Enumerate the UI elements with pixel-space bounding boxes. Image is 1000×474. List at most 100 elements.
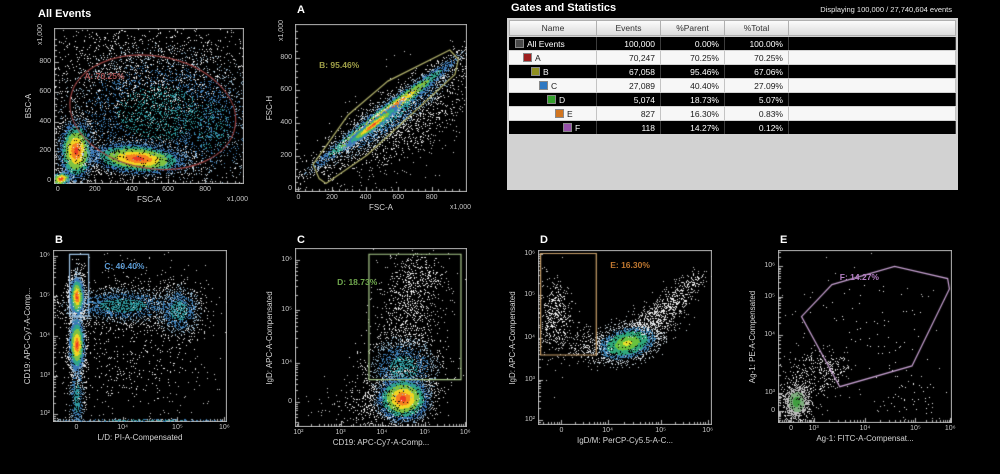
x-tick-label: 0	[789, 425, 793, 432]
table-row[interactable]: B 67,058 95.46% 67.06%	[509, 65, 956, 78]
x-tick-label: 10⁴	[117, 424, 128, 431]
y-tick-label: 0	[288, 397, 292, 405]
parent-percent-cell: 40.40%	[661, 79, 725, 92]
gate-name-cell[interactable]: B	[509, 65, 597, 78]
gate-label[interactable]: A: 70.25%	[84, 70, 125, 81]
empty-cell	[789, 65, 956, 78]
column-header-events[interactable]: Events	[597, 20, 661, 36]
gate-name-cell[interactable]: F	[509, 121, 597, 134]
table-row[interactable]: A 70,247 70.25% 70.25%	[509, 51, 956, 64]
y-axis-label: IgD: APC-A-Compensated	[508, 290, 517, 385]
gate-name-cell[interactable]: All Events	[509, 37, 597, 50]
y-axis-label: CD19: APC-Cy7-A-Comp...	[23, 287, 32, 385]
column-header-name[interactable]: Name	[509, 20, 597, 36]
table-row[interactable]: D 5,074 18.73% 5.07%	[509, 93, 956, 106]
x-tick-label: 10⁵	[419, 429, 431, 436]
events-cell: 27,089	[597, 79, 661, 92]
x-axis-label: FSC-A	[369, 203, 393, 212]
gate-label[interactable]: F: 14.27%	[839, 271, 879, 282]
total-percent-cell: 67.06%	[725, 65, 789, 78]
total-percent-cell: 27.09%	[725, 79, 789, 92]
events-cell: 827	[597, 107, 661, 120]
table-row[interactable]: E 827 16.30% 0.83%	[509, 107, 956, 120]
y-axis-label: Ag-1: PE-A-Compensated	[748, 290, 757, 383]
y-tick-label: 400	[280, 119, 292, 127]
x-axis-label: L/D: PI-A-Compensated	[97, 433, 183, 442]
gate-name-cell[interactable]: E	[509, 107, 597, 120]
empty-cell	[789, 121, 956, 134]
empty-cell	[789, 107, 956, 120]
column-header-total[interactable]: %Total	[725, 20, 789, 36]
gate-label[interactable]: B: 95.46%	[319, 60, 360, 71]
y-tick-label: 10⁴	[524, 333, 535, 341]
x-tick-label: 10³	[335, 429, 346, 436]
gate-name-cell[interactable]: D	[509, 93, 597, 106]
table-row[interactable]: C 27,089 40.40% 27.09%	[509, 79, 956, 92]
x-tick-label: 10⁴	[859, 425, 871, 432]
y-tick-label: 0	[288, 184, 292, 192]
parent-percent-cell: 18.73%	[661, 93, 725, 106]
x-tick-label: 10⁶	[944, 425, 956, 432]
parent-percent-cell: 70.25%	[661, 51, 725, 64]
displaying-events-count: Displaying 100,000 / 27,740,604 events	[820, 5, 952, 14]
gate-name-cell[interactable]: C	[509, 79, 597, 92]
y-axis-multiplier: x1,000	[37, 24, 44, 46]
statistics-table: Name Events %Parent %Total All Events 100…	[507, 18, 958, 190]
gate-label[interactable]: E: 16.30%	[610, 260, 650, 270]
x-tick-label: 600	[392, 194, 405, 201]
scatter-plot-canvas[interactable]	[538, 250, 712, 425]
plot-title: All Events	[38, 8, 92, 20]
gate-color-swatch-icon	[547, 95, 556, 104]
scatter-plot-canvas[interactable]	[54, 28, 244, 184]
scatter-plot-canvas[interactable]	[778, 250, 952, 423]
x-tick-label: 800	[199, 186, 211, 193]
gates-and-statistics-panel: Gates and Statistics Displaying 100,000 …	[505, 0, 960, 190]
x-tick-label: 10⁶	[219, 424, 230, 431]
x-axis-label: Ag-1: FITC-A-Compensat...	[816, 434, 914, 443]
y-tick-label: 10⁵	[39, 291, 50, 299]
x-tick-label: 200	[89, 186, 101, 193]
x-axis-label: FSC-A	[137, 195, 161, 204]
plot-d: D IgD: APC-A-Compensated E: 16.30% IgD/M…	[495, 232, 735, 474]
table-row[interactable]: F 118 14.27% 0.12%	[509, 121, 956, 134]
x-tick-label: 600	[162, 186, 174, 193]
scatter-plot-canvas[interactable]	[295, 248, 467, 427]
x-tick-label: 0	[559, 427, 564, 434]
gate-name-label: E	[567, 108, 573, 119]
y-tick-label: 10⁴	[39, 332, 50, 339]
parent-percent-cell: 95.46%	[661, 65, 725, 78]
y-tick-label: 0	[47, 176, 51, 184]
x-tick-label: 400	[126, 186, 138, 193]
scatter-plot-canvas[interactable]	[53, 250, 227, 422]
gate-label[interactable]: C: 40.40%	[104, 260, 145, 271]
plot-title: B	[55, 234, 63, 246]
y-tick-label: 10⁶	[764, 262, 775, 270]
table-row[interactable]: All Events 100,000 0.00% 100.00%	[509, 37, 956, 50]
gate-label[interactable]: D: 18.73%	[337, 277, 378, 288]
events-cell: 100,000	[597, 37, 661, 50]
total-percent-cell: 0.12%	[725, 121, 789, 134]
gate-color-swatch-icon	[523, 53, 532, 62]
gate-name-label: All Events	[527, 38, 565, 49]
x-axis-label: IgD/M: PerCP-Cy5.5-A-C...	[576, 436, 674, 445]
column-header-empty	[789, 20, 956, 36]
plot-e: E Ag-1: PE-A-Compensated F: 14.27% Ag-1:…	[735, 232, 983, 474]
x-axis-multiplier: x1,000	[226, 196, 248, 203]
gate-name-label: C	[551, 80, 558, 91]
y-tick-label: 400	[39, 117, 51, 125]
y-tick-label: 10⁵	[764, 292, 775, 300]
table-body: All Events 100,000 0.00% 100.00% A 70,247 70.2…	[509, 37, 956, 134]
plot-b: B CD19: APC-Cy7-A-Comp... C: 40.40% L/D:…	[0, 232, 252, 474]
column-header-parent[interactable]: %Parent	[661, 20, 725, 36]
gate-name-label: B	[543, 66, 549, 77]
gate-name-cell[interactable]: A	[509, 51, 597, 64]
x-tick-label: 10⁵	[655, 427, 667, 434]
x-tick-label: 10⁵	[910, 425, 921, 432]
y-tick-label: 600	[39, 87, 51, 95]
scatter-plot-canvas[interactable]	[295, 24, 467, 192]
gate-color-swatch-icon	[531, 67, 540, 76]
x-tick-label: 0	[55, 186, 60, 193]
y-tick-label: 0	[771, 406, 775, 414]
events-cell: 67,058	[597, 65, 661, 78]
x-tick-label: 800	[425, 194, 438, 201]
